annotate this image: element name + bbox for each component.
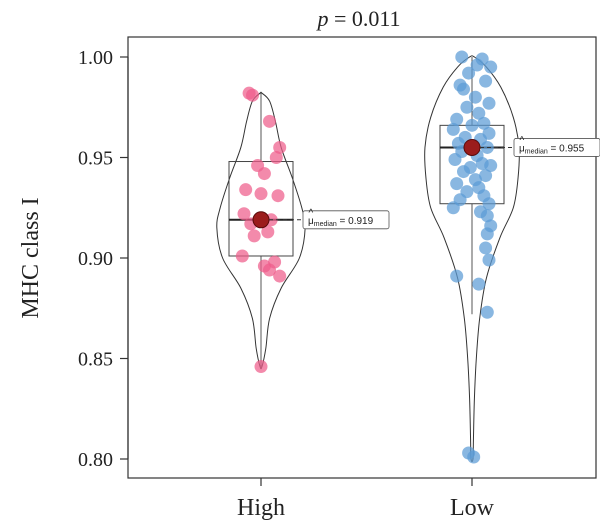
group-high: ^μmedian = 0.919 <box>216 86 390 374</box>
median-subscript: median <box>525 148 548 155</box>
median-annotation: μmedian = 0.919 <box>308 216 374 228</box>
data-point <box>479 169 493 183</box>
data-point <box>477 116 491 130</box>
title-p: p <box>315 6 328 31</box>
data-point <box>484 60 498 74</box>
y-tick-label: 0.95 <box>78 148 113 170</box>
data-point <box>465 118 479 132</box>
data-point <box>460 100 474 114</box>
median-marker <box>463 138 481 156</box>
data-point <box>470 58 484 72</box>
data-point <box>235 249 249 263</box>
data-point <box>263 263 276 277</box>
median-subscript: median <box>314 221 337 228</box>
data-point <box>239 183 253 197</box>
data-point <box>480 305 494 319</box>
title-value: = 0.011 <box>334 6 401 31</box>
data-point <box>450 269 464 283</box>
data-point <box>482 197 496 211</box>
y-tick-label: 0.85 <box>78 349 113 371</box>
median-marker <box>252 211 270 229</box>
data-point <box>482 253 496 267</box>
x-axis: High Low <box>237 478 495 521</box>
data-point <box>247 229 261 243</box>
group-low: ^μmedian = 0.955 <box>424 50 600 464</box>
data-point <box>237 207 251 221</box>
data-point <box>457 82 470 96</box>
data-point <box>480 209 494 223</box>
data-point <box>448 153 462 167</box>
median-value: = 0.919 <box>337 216 374 227</box>
data-point <box>254 187 268 201</box>
data-point <box>271 189 285 203</box>
data-point <box>450 177 464 191</box>
data-point <box>472 277 486 291</box>
data-point <box>261 225 275 239</box>
data-point <box>479 241 493 255</box>
y-tick-label: 1.00 <box>78 47 113 69</box>
data-point <box>462 66 476 80</box>
data-point <box>446 122 460 136</box>
hat-symbol: ^ <box>309 208 314 219</box>
data-point <box>484 159 498 173</box>
median-value: = 0.955 <box>548 143 585 154</box>
data-point <box>450 112 464 126</box>
data-point <box>273 140 287 154</box>
x-tick-label: High <box>237 495 285 521</box>
data-point <box>446 201 460 215</box>
hat-symbol: ^ <box>520 135 525 146</box>
data-point <box>273 269 287 283</box>
plot-groups: ^μmedian = 0.919^μmedian = 0.955 <box>216 50 600 464</box>
violin-high <box>216 91 306 370</box>
data-point <box>457 165 470 179</box>
mu-symbol: μ <box>308 216 314 227</box>
data-point <box>246 88 259 102</box>
violin-low <box>424 55 520 463</box>
plot-frame <box>127 36 597 479</box>
data-point <box>479 74 493 88</box>
chart-title: p = 0.011 <box>315 6 400 31</box>
data-point <box>480 227 494 241</box>
median-annotation: μmedian = 0.955 <box>519 143 585 155</box>
median-label-box <box>513 138 600 157</box>
data-point <box>482 96 496 110</box>
data-point <box>257 167 271 181</box>
data-point <box>468 90 482 104</box>
mu-symbol: μ <box>519 143 525 154</box>
data-point <box>269 151 283 164</box>
y-axis-title: MHC class I <box>18 197 44 318</box>
data-point <box>455 50 469 64</box>
y-axis: 0.80 0.85 0.90 0.95 1.00 <box>78 47 129 471</box>
data-point <box>472 106 486 120</box>
y-tick-label: 0.80 <box>78 449 113 471</box>
data-point <box>254 360 268 374</box>
data-point <box>263 114 276 128</box>
median-label-box <box>302 210 390 230</box>
x-tick-label: Low <box>450 495 495 521</box>
data-point <box>467 450 481 464</box>
y-tick-label: 0.90 <box>78 248 113 270</box>
